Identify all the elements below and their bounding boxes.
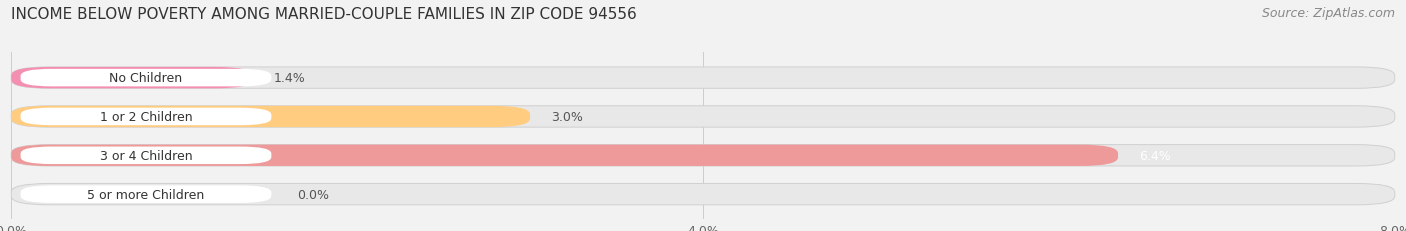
- FancyBboxPatch shape: [11, 68, 253, 89]
- Text: No Children: No Children: [110, 72, 183, 85]
- FancyBboxPatch shape: [21, 108, 271, 126]
- Text: 1.4%: 1.4%: [274, 72, 307, 85]
- Text: INCOME BELOW POVERTY AMONG MARRIED-COUPLE FAMILIES IN ZIP CODE 94556: INCOME BELOW POVERTY AMONG MARRIED-COUPL…: [11, 7, 637, 22]
- Text: 6.4%: 6.4%: [1139, 149, 1171, 162]
- FancyBboxPatch shape: [21, 147, 271, 164]
- FancyBboxPatch shape: [21, 185, 271, 203]
- FancyBboxPatch shape: [11, 106, 1395, 128]
- FancyBboxPatch shape: [21, 70, 271, 87]
- Text: 5 or more Children: 5 or more Children: [87, 188, 205, 201]
- Text: Source: ZipAtlas.com: Source: ZipAtlas.com: [1261, 7, 1395, 20]
- FancyBboxPatch shape: [11, 145, 1118, 166]
- Text: 3.0%: 3.0%: [551, 110, 582, 123]
- FancyBboxPatch shape: [11, 68, 1395, 89]
- FancyBboxPatch shape: [11, 184, 1395, 205]
- FancyBboxPatch shape: [11, 145, 1395, 166]
- Text: 1 or 2 Children: 1 or 2 Children: [100, 110, 193, 123]
- FancyBboxPatch shape: [11, 106, 530, 128]
- Text: 3 or 4 Children: 3 or 4 Children: [100, 149, 193, 162]
- Text: 0.0%: 0.0%: [297, 188, 329, 201]
